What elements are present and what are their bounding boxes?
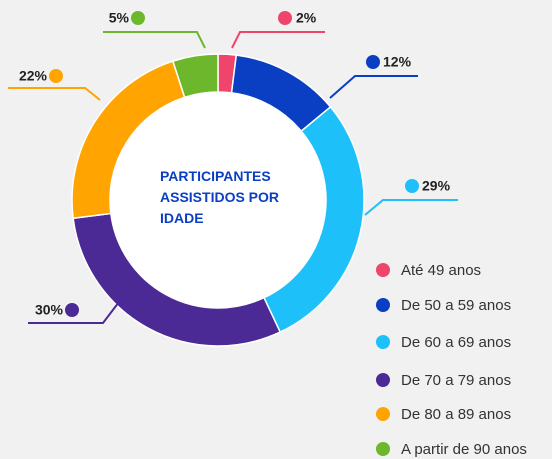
value-label: 2% <box>296 10 317 26</box>
legend-label: De 60 a 69 anos <box>401 334 511 351</box>
label-dot <box>49 69 63 83</box>
legend-label: De 50 a 59 anos <box>401 297 511 314</box>
legend-label: De 80 a 89 anos <box>401 406 511 423</box>
legend-dot <box>376 335 390 349</box>
legend-dot <box>376 442 390 456</box>
value-label: 5% <box>109 10 130 26</box>
leader-line <box>329 75 418 99</box>
legend-dot <box>376 298 390 312</box>
leader-line <box>364 199 458 216</box>
legend-label: Até 49 anos <box>401 262 481 279</box>
leader-line <box>231 31 325 49</box>
value-label: 30% <box>35 302 64 318</box>
value-label: 29% <box>422 178 451 194</box>
legend-dot <box>376 407 390 421</box>
label-dot <box>366 55 380 69</box>
chart-title: PARTICIPANTES ASSISTIDOS POR IDADE <box>160 168 280 226</box>
value-label: 22% <box>19 68 48 84</box>
donut-hole <box>110 92 326 308</box>
leader-line <box>28 297 123 324</box>
label-dot <box>65 303 79 317</box>
label-dot <box>131 11 145 25</box>
label-dot <box>278 11 292 25</box>
legend-label: A partir de 90 anos <box>401 441 527 458</box>
value-label: 12% <box>383 54 412 70</box>
leader-line <box>8 87 101 101</box>
label-dot <box>405 179 419 193</box>
legend-dot <box>376 263 390 277</box>
legend-label: De 70 a 79 anos <box>401 372 511 389</box>
legend-dot <box>376 373 390 387</box>
leader-line <box>103 31 206 49</box>
